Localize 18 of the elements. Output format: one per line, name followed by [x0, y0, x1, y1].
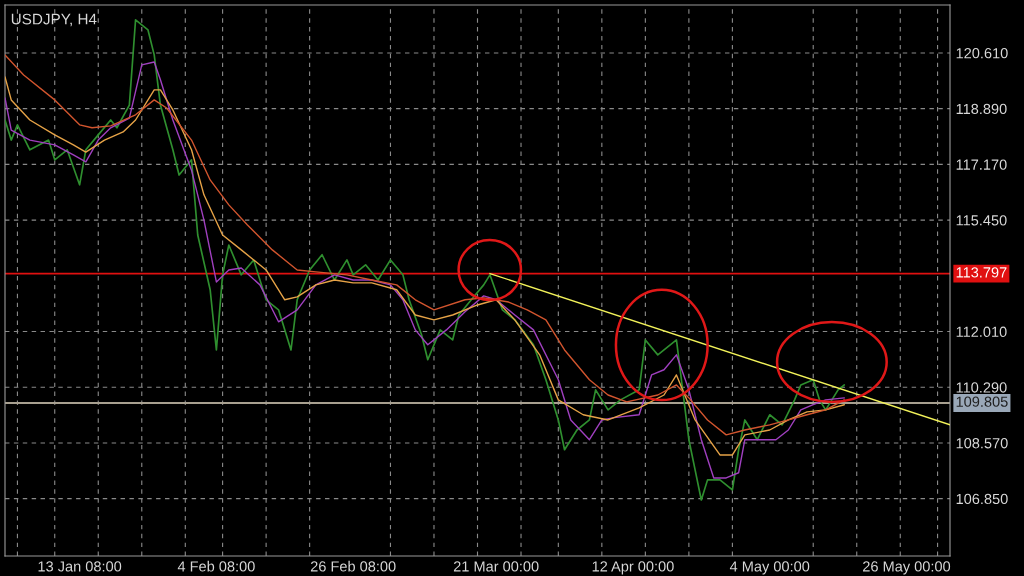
x-tick-label: 4 Feb 08:00: [177, 560, 255, 572]
x-tick-label: 26 May 00:00: [863, 561, 951, 575]
y-tick-label: 120.610: [956, 48, 1008, 59]
y-tick-label: 108.570: [956, 438, 1008, 449]
ref-line-label: 113.797: [956, 267, 1007, 278]
x-tick-label: 4 May 00:00: [729, 561, 810, 575]
y-tick-label: 118.890: [956, 103, 1007, 115]
x-tick-label: 26 Feb 08:00: [310, 560, 396, 572]
x-tick-label: 21 Mar 00:00: [453, 561, 539, 572]
y-tick-label: 117.170: [956, 159, 1007, 170]
x-tick-label: 12 Apr 00:00: [592, 561, 674, 575]
chart-title: USDJPY, H4: [11, 13, 97, 27]
x-tick-label: 13 Jan 08:00: [38, 561, 122, 572]
y-tick-label: 110.290: [956, 382, 1007, 393]
y-tick-label: 106.850: [956, 493, 1008, 505]
ref-line-label: 109.805: [956, 396, 1008, 407]
y-tick-label: 112.010: [956, 326, 1007, 337]
y-tick-label: 115.450: [956, 215, 1007, 226]
